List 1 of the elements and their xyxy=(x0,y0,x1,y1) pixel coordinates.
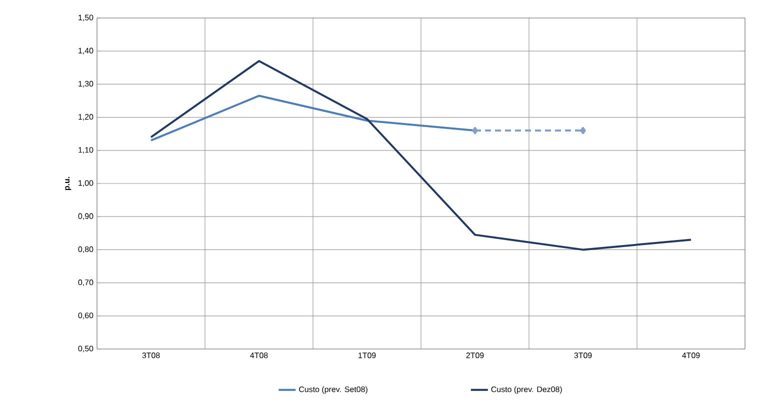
line-series xyxy=(150,60,692,251)
